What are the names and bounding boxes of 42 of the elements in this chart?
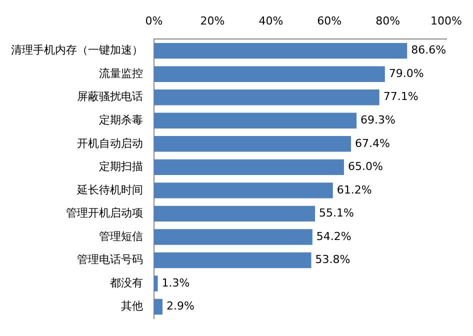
x-tick-label: 40% bbox=[258, 14, 284, 28]
y-tick-label: 管理短信 bbox=[99, 230, 143, 243]
bar bbox=[154, 276, 158, 292]
bar bbox=[154, 206, 316, 222]
bar bbox=[154, 112, 357, 128]
bar bbox=[154, 136, 351, 152]
data-label: 86.6% bbox=[411, 44, 446, 57]
y-tick-label: 定期扫描 bbox=[99, 160, 143, 174]
y-tick-label: 定期杀毒 bbox=[99, 113, 143, 126]
data-label: 1.3% bbox=[162, 276, 190, 290]
y-tick-label: 流量监控 bbox=[99, 66, 143, 80]
data-label: 67.4% bbox=[354, 136, 390, 150]
data-label: 55.1% bbox=[319, 206, 354, 220]
x-tick-label: 60% bbox=[317, 14, 342, 28]
data-label: 2.9% bbox=[166, 300, 194, 313]
data-label: 69.3% bbox=[360, 113, 396, 126]
bar bbox=[154, 42, 408, 59]
x-tick-label: 80% bbox=[376, 14, 400, 28]
data-label: 53.8% bbox=[315, 253, 350, 266]
bar bbox=[154, 298, 162, 315]
x-tick-label: 0% bbox=[145, 14, 163, 28]
y-tick-label: 管理开机启动项 bbox=[66, 206, 143, 220]
y-tick-label: 清理手机内存（一键加速） bbox=[11, 44, 143, 57]
data-label: 77.1% bbox=[383, 90, 418, 104]
y-tick-label: 屏蔽骚扰电话 bbox=[77, 90, 143, 104]
data-label: 79.0% bbox=[388, 66, 424, 80]
bar bbox=[154, 90, 380, 106]
bar bbox=[154, 66, 385, 82]
y-tick-label: 管理电话号码 bbox=[77, 253, 143, 266]
data-label: 61.2% bbox=[336, 183, 372, 196]
x-tick-label: 100% bbox=[430, 14, 462, 28]
data-label: 65.0% bbox=[348, 160, 383, 174]
bar bbox=[154, 182, 333, 198]
y-tick-label: 延长待机时间 bbox=[76, 183, 143, 196]
x-tick-label: 20% bbox=[200, 14, 225, 28]
bar bbox=[154, 229, 312, 245]
bar bbox=[154, 252, 312, 268]
data-label: 54.2% bbox=[316, 230, 352, 243]
y-tick-label: 都没有 bbox=[110, 276, 143, 290]
y-tick-label: 开机自动启动 bbox=[77, 136, 143, 150]
y-tick-label: 其他 bbox=[121, 300, 143, 313]
bar bbox=[154, 159, 344, 176]
